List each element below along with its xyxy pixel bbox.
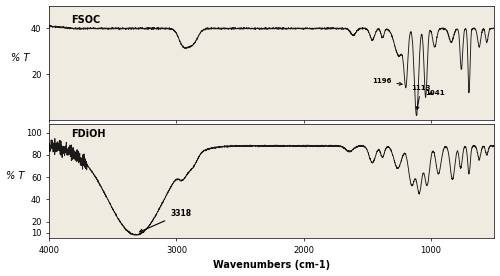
Text: 1113: 1113 <box>411 85 430 110</box>
Text: 1041: 1041 <box>426 90 446 96</box>
Text: FSOC: FSOC <box>72 15 101 25</box>
Y-axis label: % T: % T <box>6 171 24 181</box>
Text: FDiOH: FDiOH <box>72 129 106 139</box>
Text: 1196: 1196 <box>372 78 402 85</box>
Text: 3318: 3318 <box>140 209 191 232</box>
X-axis label: Wavenumbers (cm-1): Wavenumbers (cm-1) <box>214 261 330 270</box>
Y-axis label: % T: % T <box>11 53 29 63</box>
